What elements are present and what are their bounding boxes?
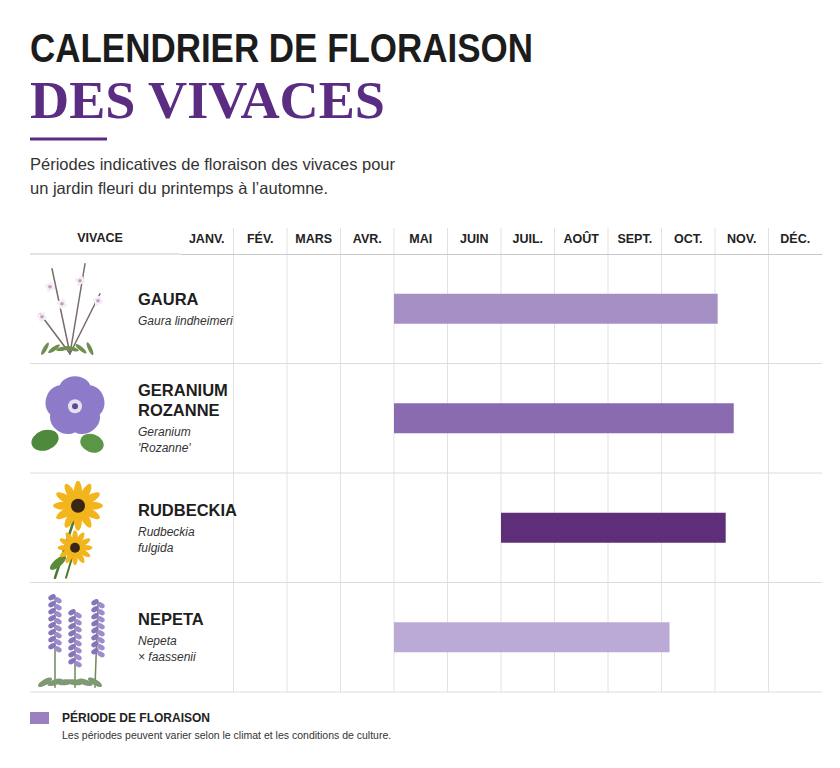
grid-line (340, 228, 341, 692)
title-rule (30, 138, 107, 141)
bars (394, 294, 734, 653)
icon-part (96, 299, 100, 303)
axis-line (181, 254, 823, 255)
subtitle: Périodes indicatives de floraison des vi… (30, 155, 396, 173)
tick: JANV. (189, 232, 225, 254)
icon-part (94, 295, 102, 306)
icon-part (53, 645, 62, 653)
icon-part (38, 311, 46, 322)
x-axis: JANV. FÉV. MARS AVR. MAI JUIN JUIL. AOÛT SEPT. OC… (181, 231, 823, 255)
plant-latin: Gaura lindheimeri (138, 314, 233, 328)
subtitle: un jardin fleuri du printemps à l’automn… (30, 179, 328, 197)
grid-line (768, 228, 769, 692)
icon-part (40, 315, 44, 319)
tick: FÉV. (247, 231, 274, 254)
row-separator (30, 363, 822, 364)
plant-latin: Nepeta (138, 634, 177, 648)
tick-label: FÉV. (247, 231, 274, 246)
plant-icon (28, 376, 108, 456)
tick: MARS (295, 232, 332, 254)
icon-part (72, 403, 78, 409)
legend-label: PÉRIODE DE FLORAISON (62, 710, 210, 725)
icon-part (68, 399, 82, 413)
plant-latin: Rudbeckia (138, 525, 195, 539)
icon-part (46, 281, 54, 292)
icon-part (40, 342, 50, 356)
grid (234, 228, 769, 692)
tick-label: MAI (409, 232, 432, 246)
note: Les périodes peuvent varier selon le cli… (62, 729, 391, 741)
tick: MAI (409, 232, 432, 254)
tick-label: DÉC. (780, 231, 810, 246)
plant-name: GAURA (138, 290, 199, 308)
tick: NOV. (727, 232, 756, 254)
tick: DÉC. (780, 231, 810, 254)
icon-part (78, 279, 82, 283)
tick: JUIN (460, 232, 488, 254)
plant-name: GERANIUM (138, 381, 228, 399)
plant-name: RUDBECKIA (138, 501, 237, 519)
tick-label: AOÛT (564, 231, 600, 246)
tick-label: NOV. (727, 232, 756, 246)
icon-part (28, 426, 61, 454)
title: DES VIVACES (30, 72, 385, 129)
icon-part (48, 285, 52, 289)
tick-label: AVR. (353, 232, 382, 246)
bloom-bar (394, 403, 734, 433)
tick: SEPT. (617, 232, 652, 254)
icon-part (73, 660, 82, 668)
plant-latin: 'Rozanne' (138, 441, 191, 455)
tick: AVR. (353, 232, 382, 254)
legend-swatch (30, 712, 49, 724)
plant-latin: Geranium (138, 425, 191, 439)
tick-label: JUIL. (512, 232, 543, 246)
title: CALENDRIER DE FLORAISON (30, 26, 533, 70)
icon-part (71, 499, 85, 513)
plant-icon (48, 481, 103, 578)
plant-icon (36, 264, 103, 356)
row-separator (30, 582, 822, 583)
tick: JUIL. (512, 232, 543, 254)
icon-part (96, 650, 105, 658)
tick-label: JUIN (460, 232, 488, 246)
row-separator (30, 692, 822, 693)
bloom-bar (394, 622, 670, 652)
row-header: VIVACE (77, 231, 123, 245)
tick-label: JANV. (189, 232, 225, 246)
plant-latin: fulgida (138, 541, 174, 555)
tick: AOÛT (564, 231, 600, 254)
chart: CALENDRIER DE FLORAISONDES VIVACES Périod… (0, 0, 840, 768)
icon-part (76, 275, 84, 286)
icon-part (60, 302, 64, 306)
icon-part (74, 343, 87, 355)
bloom-bar (394, 294, 718, 324)
icon-part (78, 431, 107, 456)
grid-line (287, 228, 288, 692)
plant-icon (37, 593, 106, 689)
tick-label: OCT. (674, 232, 702, 246)
tick-label: MARS (295, 232, 332, 246)
grid-line (233, 228, 234, 692)
header-rule (30, 254, 180, 255)
plant-name: NEPETA (138, 610, 204, 628)
icon-part (70, 543, 80, 553)
tick: OCT. (674, 232, 702, 254)
icon-part (85, 342, 95, 356)
bloom-bar (501, 513, 726, 543)
tick-label: SEPT. (617, 232, 652, 246)
row-separator (30, 473, 822, 474)
icon-part (87, 676, 104, 689)
icon-part (58, 298, 66, 309)
plant-name: ROZANNE (138, 401, 220, 419)
plant-latin: × faassenii (138, 650, 196, 664)
